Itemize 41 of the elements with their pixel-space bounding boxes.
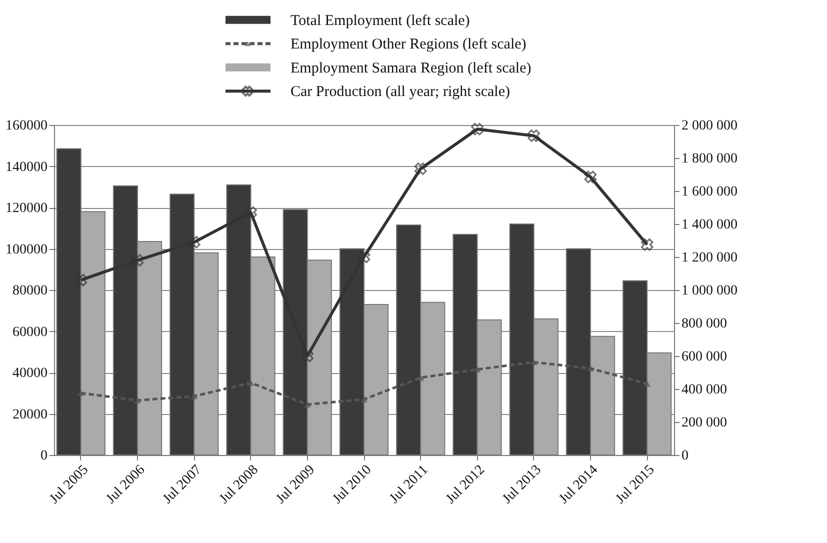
point [134, 397, 142, 404]
legend-label: Employment Other Regions (left scale) [290, 36, 526, 53]
y-tick-label: 80000 [12, 284, 48, 298]
y2-tick-label: 0 [682, 448, 688, 464]
y2-tick-label: 200 000 [682, 416, 727, 430]
y-tick-label: 20000 [12, 407, 48, 422]
point [644, 380, 651, 387]
y-tick-label: 0 [40, 448, 48, 464]
point [584, 170, 597, 184]
y-tick-label: 100000 [6, 242, 48, 258]
y2-tick-label: 1 600 000 [682, 184, 738, 200]
legend-label: Total Employment (left scale) [290, 12, 470, 29]
point [304, 401, 311, 408]
point [190, 393, 198, 400]
y2-tick-label: 1 200 000 [682, 250, 738, 266]
point [640, 238, 654, 251]
point [77, 390, 84, 396]
y2-tick-label: 1 400 000 [682, 218, 738, 232]
point [414, 162, 427, 175]
y-tick-label: 40000 [12, 366, 48, 381]
point [247, 380, 254, 386]
point [586, 365, 594, 372]
y2-tick-label: 1 800 000 [682, 152, 738, 166]
y2-tick-label: 1 000 000 [682, 284, 738, 298]
y2-tick-label: 800 000 [682, 316, 727, 332]
point [530, 359, 538, 366]
y2-tick-label: 400 000 [682, 382, 727, 398]
legend-label: Car Production (all year; right scale) [290, 84, 510, 100]
point [360, 396, 368, 402]
y2-tick-label: 2 000 000 [682, 118, 738, 134]
y2-tick-label: 600 000 [682, 350, 727, 364]
y-tick-label: 140000 [6, 160, 48, 175]
y-tick-label: 60000 [12, 324, 48, 340]
x-tick-label: Jul 2011 [387, 462, 432, 507]
legend-label: Employment Samara Region (left scale) [290, 60, 532, 76]
y-tick-label: 160000 [6, 118, 48, 134]
point [528, 130, 540, 142]
point [474, 366, 481, 372]
point [471, 122, 484, 136]
y-tick-label: 120000 [6, 201, 48, 216]
point [417, 374, 424, 381]
